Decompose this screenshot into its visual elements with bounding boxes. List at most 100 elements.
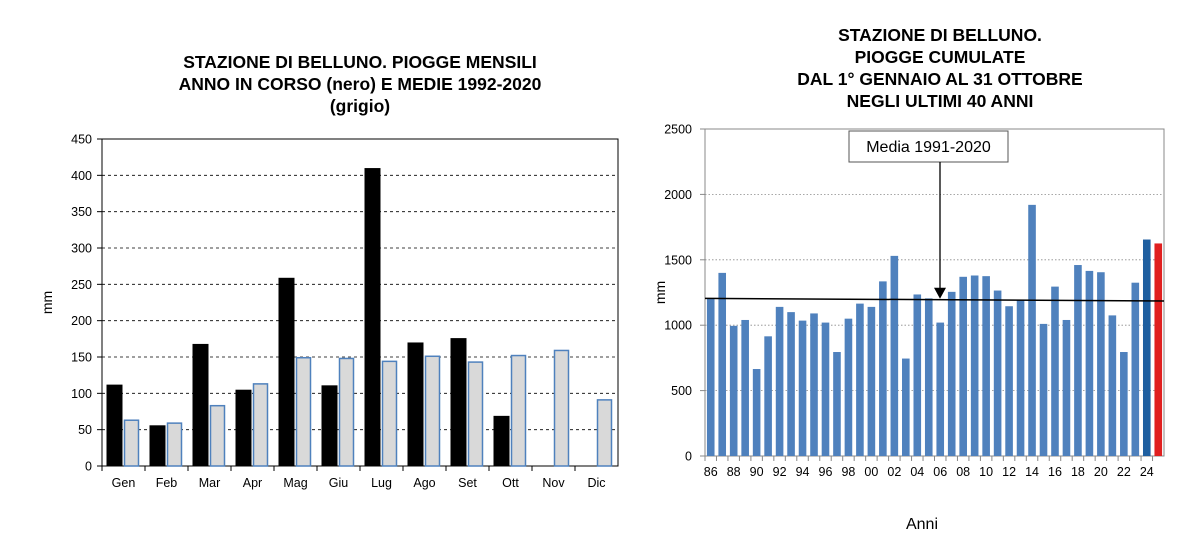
- right-title-line-2: PIOGGE CUMULATE: [854, 47, 1026, 67]
- x-tick-label: 94: [796, 465, 810, 479]
- x-tick-label: 24: [1140, 465, 1154, 479]
- plot-frame: [704, 128, 1165, 457]
- bar-year: [775, 306, 784, 456]
- bar-year: [1142, 239, 1151, 456]
- bar-year: [787, 312, 795, 456]
- annotation-arrow-head: [934, 287, 946, 299]
- y-tick-label: 150: [71, 351, 92, 365]
- x-tick-label: 16: [1048, 465, 1062, 479]
- bar-current-year: [192, 343, 209, 466]
- bar-year: [924, 298, 933, 456]
- right-title-line-3: DAL 1° GENNAIO AL 31 OTTOBRE: [797, 69, 1083, 89]
- left-title-line-3: (grigio): [329, 96, 391, 116]
- bar-average: [467, 361, 484, 467]
- bar-current-year: [493, 415, 510, 466]
- x-tick-label: Nov: [542, 476, 565, 490]
- bar-average: [338, 357, 355, 467]
- x-tick-label: Gen: [112, 476, 136, 490]
- bar-average: [596, 399, 613, 467]
- bar-year: [1120, 352, 1128, 456]
- bar-year: [947, 291, 956, 456]
- x-tick-label: Feb: [156, 476, 178, 490]
- x-tick-label: Ott: [502, 476, 519, 490]
- y-axis-label: mm: [39, 291, 55, 314]
- y-axis-label: mm: [652, 281, 668, 304]
- bar-year: [1074, 265, 1082, 456]
- bar-year: [879, 281, 887, 456]
- bar-year: [936, 322, 945, 456]
- left-title-line-1: STAZIONE DI BELLUNO. PIOGGE MENSILI: [183, 52, 537, 72]
- x-tick-label: Dic: [587, 476, 605, 490]
- bar-average: [209, 404, 226, 467]
- right-title-line-4: NEGLI ULTIMI 40 ANNI: [846, 91, 1034, 111]
- y-tick-label: 350: [71, 205, 92, 219]
- x-tick-label: 18: [1071, 465, 1085, 479]
- bar-year: [1051, 286, 1059, 456]
- x-tick-label: 22: [1117, 465, 1131, 479]
- bar-year: [970, 275, 979, 456]
- bar-year: [833, 352, 841, 456]
- bar-year: [821, 322, 830, 456]
- right-title-line-1: STAZIONE DI BELLUNO.: [838, 25, 1042, 45]
- bar-average: [553, 349, 570, 467]
- x-tick-label: Lug: [371, 476, 392, 490]
- x-tick-label: 98: [841, 465, 855, 479]
- x-tick-label: Apr: [243, 476, 262, 490]
- x-tick-label: 10: [979, 465, 993, 479]
- bar-year: [1085, 270, 1094, 456]
- y-tick-label: 2000: [664, 188, 692, 202]
- y-tick-label: 400: [71, 169, 92, 183]
- bar-year: [1154, 243, 1163, 456]
- average-reference-line: [704, 297, 1165, 302]
- annotation-box: [848, 130, 1009, 163]
- bar-year: [890, 255, 899, 456]
- bar-current-year: [407, 342, 424, 466]
- y-tick-label: 50: [78, 423, 92, 437]
- bar-year: [718, 272, 727, 456]
- bar-year: [752, 369, 761, 456]
- x-tick-label: Mag: [283, 476, 307, 490]
- x-tick-label: 02: [887, 465, 901, 479]
- bar-year: [1039, 323, 1048, 456]
- x-axis-label: Anni: [906, 516, 938, 533]
- bar-average: [295, 356, 312, 467]
- bar-current-year: [321, 385, 338, 466]
- bar-year: [844, 318, 853, 456]
- bar-year: [902, 358, 910, 456]
- y-tick-label: 0: [85, 460, 92, 474]
- left-chart-title: STAZIONE DI BELLUNO. PIOGGE MENSILI ANNO…: [100, 51, 620, 117]
- y-tick-label: 100: [71, 387, 92, 401]
- bar-year: [1005, 306, 1013, 456]
- x-tick-label: 20: [1094, 465, 1108, 479]
- x-tick-label: Mar: [199, 476, 221, 490]
- y-tick-label: 1000: [664, 319, 692, 333]
- bar-average: [510, 354, 527, 467]
- x-tick-label: 08: [956, 465, 970, 479]
- x-tick-label: 12: [1002, 465, 1016, 479]
- bar-current-year: [278, 277, 295, 466]
- x-tick-label: 04: [910, 465, 924, 479]
- bar-current-year: [364, 168, 381, 467]
- bar-year: [959, 276, 967, 456]
- bar-year: [798, 320, 807, 456]
- x-tick-label: 06: [933, 465, 947, 479]
- x-tick-label: 92: [773, 465, 787, 479]
- x-tick-label: Set: [458, 476, 477, 490]
- bar-year: [764, 336, 772, 456]
- y-tick-label: 250: [71, 278, 92, 292]
- y-tick-label: 500: [671, 384, 692, 398]
- bar-year: [810, 313, 818, 456]
- y-tick-label: 300: [71, 242, 92, 256]
- x-tick-label: 96: [819, 465, 833, 479]
- left-title-line-2: ANNO IN CORSO (nero) E MEDIE 1992-2020: [178, 74, 542, 94]
- bar-year: [706, 299, 715, 456]
- bar-current-year: [450, 338, 467, 466]
- x-tick-label: 00: [864, 465, 878, 479]
- bar-current-year: [149, 425, 166, 466]
- bar-average: [381, 360, 398, 467]
- bar-current-year: [106, 384, 123, 466]
- bar-year: [1108, 315, 1117, 456]
- bar-year: [1062, 319, 1071, 456]
